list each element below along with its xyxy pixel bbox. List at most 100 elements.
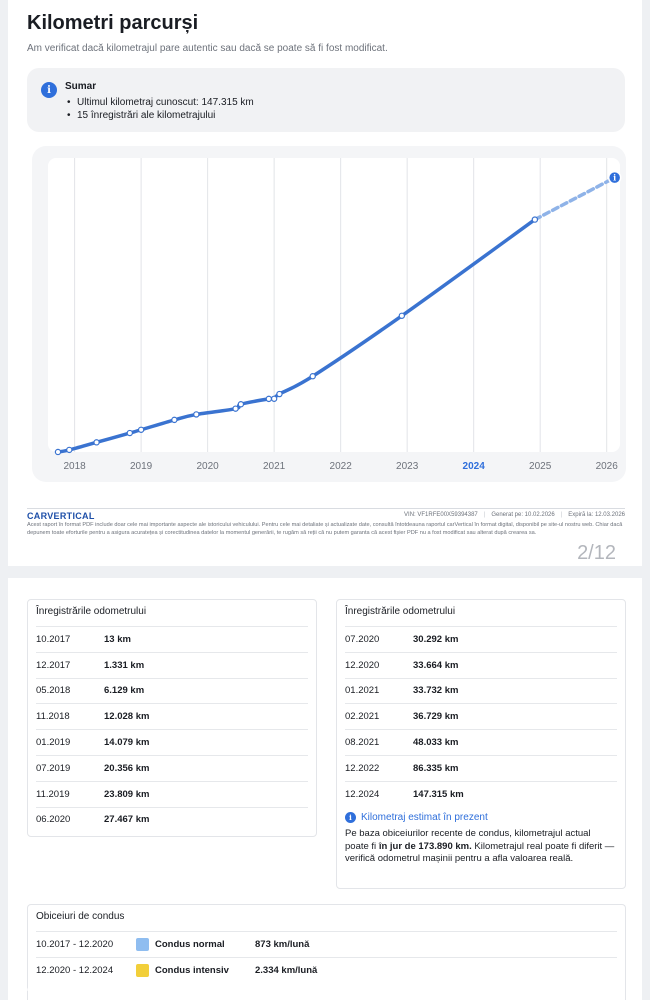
record-km: 20.356 km: [104, 762, 150, 774]
data-point[interactable]: [66, 446, 73, 454]
carvertical-logo: CARVERTICAL: [27, 511, 95, 521]
table-row: 12.2020 - 12.2024 Condus intensiv 2.334 km…: [36, 957, 617, 983]
data-point[interactable]: [531, 216, 539, 223]
record-date: 12.2017: [36, 659, 71, 671]
record-date: 12.2024: [345, 788, 380, 800]
driving-label: Condus normal: [155, 939, 225, 950]
footer-divider: [27, 508, 625, 509]
page-subtitle: Am verificat dacă kilometrajul pare aute…: [27, 43, 388, 54]
table-row: 01.2019 14.079 km: [36, 729, 308, 755]
footer-generated: Generat pe: 10.02.2026: [491, 512, 555, 518]
footer-vin: VIN: VF1RFE00X59394387: [404, 512, 478, 518]
data-point[interactable]: [276, 390, 283, 398]
summary-box: i Sumar Ultimul kilometraj cunoscut: 147…: [27, 68, 625, 132]
plot-area: [48, 158, 620, 452]
card-title: Înregistrările odometrului: [36, 606, 147, 617]
data-point[interactable]: [398, 312, 406, 319]
summary-title: Sumar: [65, 81, 97, 92]
record-date: 07.2019: [36, 762, 71, 774]
info-icon: i: [41, 82, 57, 98]
data-point[interactable]: [54, 448, 62, 456]
record-date: 01.2021: [345, 685, 380, 697]
record-date: 05.2018: [36, 685, 71, 697]
odometer-rows: 07.2020 30.292 km 12.2020 33.664 km 01.2021 3…: [345, 626, 617, 807]
table-row: 01.2021 33.732 km: [345, 677, 617, 704]
record-date: 10.2017: [36, 633, 71, 645]
x-tick-label: 2022: [330, 461, 353, 472]
x-tick-label: 2021: [263, 461, 286, 472]
driving-period: 10.2017 - 12.2020: [36, 939, 114, 950]
odometer-rows: 10.2017 13 km 12.2017 1.331 km 05.2018 6.129 …: [36, 626, 308, 832]
record-km: 6.129 km: [104, 685, 145, 697]
table-row: 08.2021 48.033 km: [345, 729, 617, 755]
data-point[interactable]: [265, 395, 273, 403]
x-tick-label: 2018: [63, 461, 86, 472]
data-point[interactable]: [237, 401, 245, 408]
info-icon: i: [345, 812, 356, 823]
table-row: 10.2017 13 km: [36, 626, 308, 652]
record-date: 02.2021: [345, 711, 380, 723]
series-line-records: [56, 217, 537, 454]
estimate-text-pre: Pe baza obiceiurilor recente de condus, …: [345, 828, 591, 852]
estimate-info-glyph: i: [613, 173, 616, 183]
record-km: 147.315 km: [413, 788, 464, 800]
x-tick-label: 2024: [463, 461, 486, 472]
table-row: 02.2021 36.729 km: [345, 703, 617, 729]
page-title: Kilometri parcurși: [27, 12, 199, 34]
summary-item: 15 înregistrări ale kilometrajului: [65, 109, 254, 122]
estimate-text-bold: în jur de 173.890 km.: [378, 840, 472, 852]
record-km: 23.809 km: [104, 788, 150, 800]
x-tick-label: 2020: [197, 461, 220, 472]
card-title: Obiceiuri de condus: [36, 911, 125, 922]
table-row: 06.2020 27.467 km: [36, 806, 308, 833]
mileage-chart: 2018 2019 2020 2021 2022 2023 2024 2025 2026 i: [32, 146, 626, 482]
table-row: 11.2019 23.809 km: [36, 780, 308, 807]
data-point[interactable]: [232, 405, 239, 412]
report-page-1: Kilometri parcurși Am verificat dacă kil…: [8, 0, 642, 566]
record-date: 12.2020: [345, 659, 380, 671]
record-date: 12.2022: [345, 762, 380, 774]
table-row: 12.2020 33.664 km: [345, 651, 617, 678]
estimate-link[interactable]: i Kilometraj estimat în prezent: [345, 812, 488, 823]
mileage-chart-svg: 2018 2019 2020 2021 2022 2023 2024 2025 2026 i: [48, 158, 622, 472]
x-tick-label: 2023: [396, 461, 419, 472]
record-date: 06.2020: [36, 814, 71, 826]
record-km: 1.331 km: [104, 659, 145, 671]
x-tick-label: 2025: [529, 461, 552, 472]
record-km: 12.028 km: [104, 711, 150, 723]
record-km: 30.292 km: [413, 633, 459, 645]
table-row: 05.2018 6.129 km: [36, 677, 308, 704]
table-row: 11.2018 12.028 km: [36, 703, 308, 729]
table-row: 12.2022 86.335 km: [345, 754, 617, 781]
data-point[interactable]: [171, 416, 178, 424]
page-number: 2/12: [577, 542, 616, 564]
data-point[interactable]: [126, 429, 134, 437]
driving-period: 12.2020 - 12.2024: [36, 965, 114, 976]
data-point[interactable]: [137, 426, 145, 433]
table-row: 12.2017 1.331 km: [36, 651, 308, 678]
x-tick-label: 2019: [130, 461, 153, 472]
record-date: 01.2019: [36, 737, 71, 749]
data-point[interactable]: [270, 395, 278, 402]
odometer-card-left: Înregistrările odometrului 10.2017 13 km 1…: [27, 599, 317, 837]
table-row: 07.2019 20.356 km: [36, 754, 308, 781]
record-date: 08.2021: [345, 737, 380, 749]
driving-rows: 10.2017 - 12.2020 Condus normal 873 km/lun…: [36, 931, 617, 983]
record-km: 86.335 km: [413, 762, 459, 774]
report-page-2: Înregistrările odometrului 10.2017 13 km 1…: [8, 578, 642, 1000]
record-date: 07.2020: [345, 633, 380, 645]
driving-habits-card: Obiceiuri de condus 10.2017 - 12.2020 Con…: [27, 904, 626, 1000]
driving-rate: 2.334 km/lună: [255, 965, 318, 976]
record-km: 48.033 km: [413, 737, 459, 749]
footer-meta: VIN: VF1RFE00X59394387 | Generat pe: 10.…: [404, 512, 625, 518]
data-point[interactable]: [309, 373, 316, 380]
estimate-text-post: Kilometrajul real poate fi diferit — ver…: [345, 840, 615, 865]
estimate-info-icon[interactable]: [607, 170, 622, 185]
estimate-link-label: Kilometraj estimat în prezent: [361, 812, 488, 823]
data-point[interactable]: [193, 411, 200, 418]
record-km: 27.467 km: [104, 814, 150, 826]
card-title: Înregistrările odometrului: [345, 606, 456, 617]
data-point[interactable]: [93, 439, 100, 446]
record-date: 11.2018: [36, 711, 70, 723]
estimate-text: Pe baza obiceiurilor recente de condus, …: [345, 828, 615, 866]
